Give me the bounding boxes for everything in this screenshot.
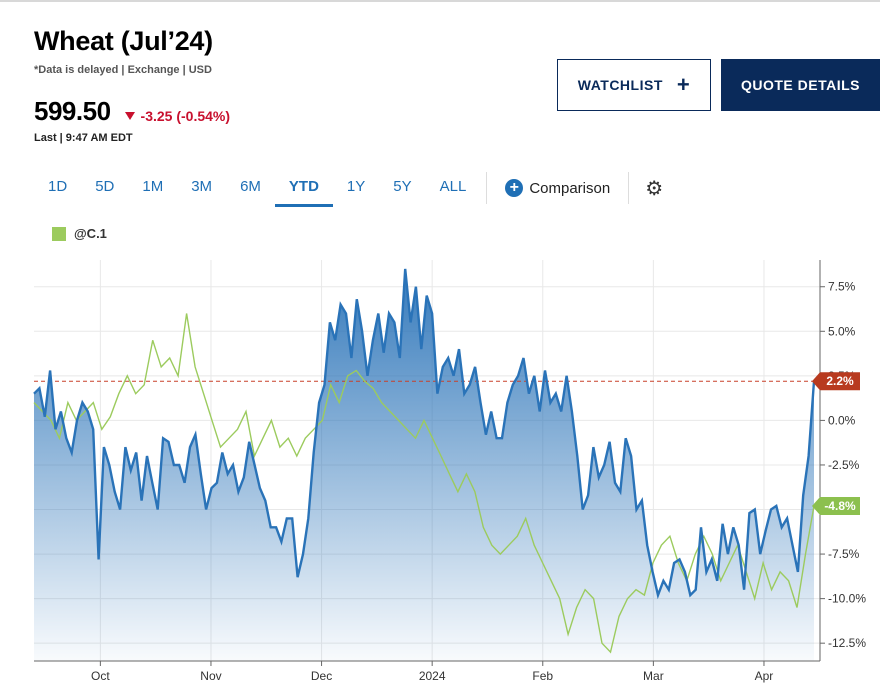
range-tab-1d[interactable]: 1D [48, 178, 68, 195]
x-tick-label: Apr [755, 669, 774, 683]
legend-label[interactable]: @C.1 [74, 226, 107, 241]
price-change: -3.25 (-0.54%) [124, 108, 231, 124]
range-tab-6m[interactable]: 6M [240, 178, 261, 195]
comparison-button[interactable]: + Comparison [493, 179, 622, 197]
range-tab-5d[interactable]: 5D [95, 178, 115, 195]
range-tab-all[interactable]: ALL [439, 178, 467, 195]
range-tab-5y[interactable]: 5Y [393, 178, 412, 195]
badge-shape [812, 372, 860, 391]
page-title: Wheat (Jul’24) [34, 26, 213, 56]
gear-icon[interactable]: ⚙ [645, 177, 664, 200]
end-value-badge: 2.2% [812, 372, 860, 391]
watchlist-button[interactable]: WATCHLIST + [557, 59, 711, 111]
compare-series-line [33, 313, 815, 654]
range-separator [628, 172, 630, 204]
range-tab-1m[interactable]: 1M [142, 178, 164, 195]
badge-shape [812, 496, 860, 515]
x-tick-label: Oct [91, 669, 110, 683]
range-tab-ytd[interactable]: YTD [274, 169, 333, 207]
top-divider [0, 0, 880, 2]
range-tab-1y[interactable]: 1Y [346, 178, 366, 195]
range-tabs: 1D 5D 1M 3M 6M YTD 1Y 5Y ALL + Compariso… [34, 168, 673, 208]
y-tick-label: 5.0% [828, 324, 856, 338]
y-tick-label: 7.5% [828, 280, 856, 294]
x-tick-label: 2024 [419, 669, 446, 683]
y-tick-label: 0.0% [828, 413, 856, 427]
x-tick-label: Mar [643, 669, 664, 683]
range-separator [486, 172, 488, 204]
y-tick-label: -2.5% [828, 458, 860, 472]
last-price: 599.50 [34, 96, 111, 126]
y-tick-label: -7.5% [828, 547, 860, 561]
price-chart[interactable]: 7.5%5.0%2.5%0.0%-2.5%-5.0%-7.5%-10.0%-12… [0, 250, 880, 686]
x-tick-label: Dec [311, 669, 332, 683]
chart-legend: @C.1 [52, 226, 107, 241]
badge-label: -4.8% [824, 499, 856, 513]
end-value-badge: -4.8% [812, 496, 860, 515]
down-arrow-icon [124, 112, 135, 120]
quote-details-label: QUOTE DETAILS [740, 77, 861, 93]
last-update-time: Last | 9:47 AM EDT [34, 132, 133, 144]
add-circle-icon: + [505, 179, 524, 197]
data-delay-note: *Data is delayed | Exchange | USD [34, 64, 212, 76]
watchlist-label: WATCHLIST [577, 77, 663, 93]
y-tick-label: -12.5% [828, 636, 866, 650]
comparison-label: Comparison [529, 179, 611, 197]
quote-details-button[interactable]: QUOTE DETAILS [721, 59, 880, 111]
range-tab-3m[interactable]: 3M [191, 178, 213, 195]
plus-icon: + [676, 72, 691, 97]
legend-swatch [52, 226, 66, 241]
main-series-line [33, 268, 816, 600]
y-tick-label: -10.0% [828, 592, 866, 606]
main-series-area [34, 268, 814, 661]
badge-label: 2.2% [826, 374, 854, 388]
x-tick-label: Nov [200, 669, 221, 683]
x-tick-label: Feb [532, 669, 553, 683]
price-row: 599.50 -3.25 (-0.54%) [34, 96, 230, 127]
price-change-value: -3.25 (-0.54%) [140, 108, 231, 124]
